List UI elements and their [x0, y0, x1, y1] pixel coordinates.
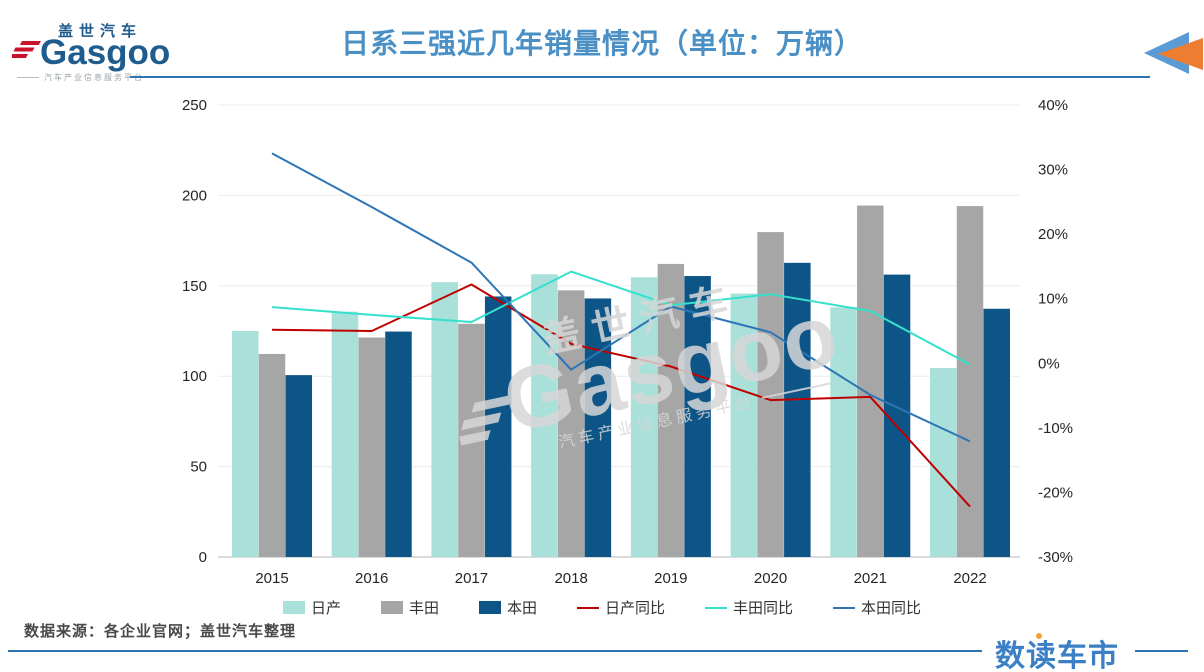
sales-bar-日产-2020 [730, 293, 758, 557]
legend-item-本田: 本田 [478, 597, 537, 618]
legend-swatch [577, 606, 599, 609]
pct-axis-label: -10% [1038, 420, 1073, 437]
tagline-text: 汽车产业信息服务平台 [44, 72, 144, 82]
yoy-line-丰田同比 [271, 270, 971, 366]
legend-label: 本田 [506, 600, 537, 617]
pct-axis-label: 30% [1038, 162, 1068, 179]
y-axis-label: 200 [182, 187, 207, 204]
sales-bar-丰田-2021 [857, 205, 884, 558]
pct-axis-label: 10% [1038, 291, 1068, 308]
x-axis-label: 2018 [554, 570, 587, 587]
legend-label: 日产 [310, 600, 341, 617]
sales-bar-丰田-2015 [258, 353, 286, 557]
brand-accent-dot [1036, 633, 1042, 639]
legend-label: 丰田同比 [733, 600, 794, 617]
sales-bar-日产-2017 [431, 282, 458, 557]
sales-bar-日产-2018 [531, 274, 558, 557]
sales-bar-本田-2020 [784, 262, 811, 557]
chart-legend: 日产 丰田 本田 日产同比 丰田同比 本田同比 [0, 597, 1204, 618]
sales-bar-丰田-2018 [557, 290, 585, 557]
legend-item-丰田: 丰田 [380, 597, 439, 618]
y-axis-label: 0 [199, 549, 207, 566]
sales-bar-日产-2022 [930, 368, 957, 557]
orange-triangle-icon [1158, 38, 1203, 70]
pct-axis-label: -20% [1038, 484, 1073, 501]
x-axis-label: 2019 [654, 570, 687, 587]
header-divider [130, 76, 1150, 78]
legend-label: 日产同比 [605, 600, 666, 617]
pct-axis-label: 0% [1038, 355, 1060, 372]
legend-label: 本田同比 [861, 600, 922, 617]
y-axis-label: 50 [190, 459, 207, 476]
legend-item-丰田同比: 丰田同比 [705, 597, 793, 618]
footer-divider-right [1135, 650, 1188, 652]
legend-swatch [282, 601, 305, 614]
x-axis-label: 2017 [455, 570, 488, 587]
sales-bar-丰田-2020 [757, 232, 784, 557]
x-axis-label: 2020 [754, 570, 787, 587]
footer-divider-left [8, 650, 982, 652]
legend-swatch [380, 601, 403, 614]
x-axis-label: 2022 [953, 570, 986, 587]
sales-bar-丰田-2016 [358, 337, 385, 557]
yoy-line-日产同比 [271, 283, 971, 508]
gasgoo-logo-text: Gasgoo [40, 33, 171, 72]
double-triangle-icon [1138, 30, 1204, 80]
sales-bar-日产-2015 [232, 331, 259, 557]
sales-bar-本田-2017 [484, 296, 512, 557]
legend-item-本田同比: 本田同比 [833, 597, 921, 618]
pct-axis-label: 40% [1038, 97, 1068, 114]
brand-text: 数读车市 [995, 640, 1119, 672]
legend-swatch [705, 606, 728, 609]
x-axis-label: 2015 [255, 570, 288, 587]
sales-bar-日产-2019 [630, 277, 658, 557]
brand-logo: 数读车市 [995, 631, 1119, 672]
x-axis-label: 2021 [854, 570, 887, 587]
sales-bar-本田-2018 [584, 298, 612, 557]
page-title: 日系三强近几年销量情况（单位：万辆） [340, 28, 863, 59]
legend-label: 丰田 [408, 600, 439, 617]
sales-bar-本田-2016 [385, 331, 412, 557]
gasgoo-logo-cn: 盖世汽车 [58, 23, 143, 40]
sales-bar-本田-2019 [684, 276, 711, 557]
gasgoo-logo: 盖世汽车 Gasgoo 汽车产业信息服务平台 [6, 20, 182, 83]
sales-bar-本田-2015 [285, 375, 312, 557]
sales-bar-丰田-2022 [956, 206, 984, 557]
legend-item-日产同比: 日产同比 [577, 597, 665, 618]
sales-bar-本田-2022 [983, 308, 1010, 557]
gasgoo-stripes-icon [6, 40, 42, 65]
legend-swatch [478, 601, 501, 614]
pct-axis-label: -30% [1038, 549, 1073, 566]
legend-swatch [833, 606, 856, 609]
sales-bar-日产-2021 [830, 307, 857, 557]
tagline-dash-left [17, 76, 39, 78]
sales-bar-日产-2016 [331, 311, 359, 557]
sales-bar-丰田-2017 [458, 323, 485, 557]
pct-axis-label: 20% [1038, 226, 1068, 243]
y-axis-label: 250 [182, 97, 207, 114]
y-axis-label: 150 [182, 278, 207, 295]
data-source-note: 数据来源：各企业官网；盖世汽车整理 [24, 623, 297, 640]
legend-item-日产: 日产 [282, 597, 341, 618]
x-axis-label: 2016 [355, 570, 388, 587]
yoy-line-本田同比 [271, 152, 971, 443]
y-axis-label: 100 [182, 368, 207, 385]
